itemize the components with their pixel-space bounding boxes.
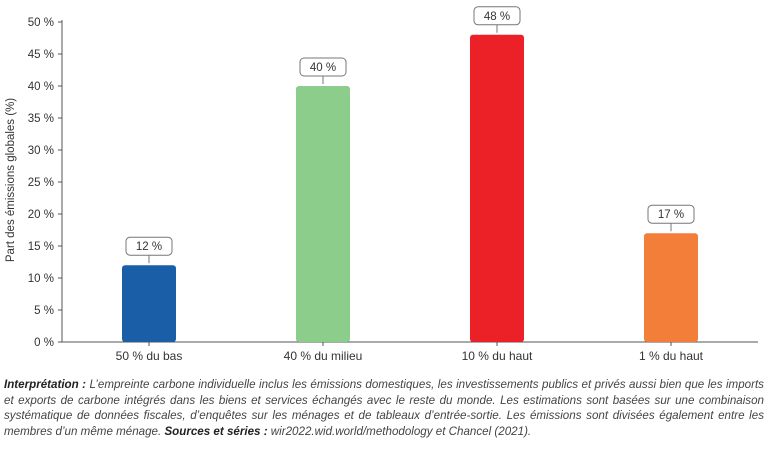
interpretation-label: Interprétation : [4, 378, 87, 391]
y-tick-label: 10 % [28, 273, 54, 285]
y-tick-label: 5 % [34, 305, 54, 317]
data-label: 40 % [310, 62, 336, 74]
y-tick-label: 45 % [28, 49, 54, 61]
y-tick-label: 0 % [34, 337, 54, 349]
x-tick-label: 1 % du haut [639, 349, 704, 363]
x-tick-label: 10 % du haut [462, 349, 533, 363]
caption: Interprétation : L’empreinte carbone ind… [4, 377, 764, 439]
bar [470, 34, 524, 343]
bars: 50 % du bas 12 % 40 % du milieu 40 % 10 % du… [116, 6, 704, 363]
bar [296, 86, 350, 342]
y-tick-label: 35 % [28, 113, 54, 125]
sources-text: wir2022.wid.world/methodology et Chancel… [267, 424, 532, 438]
y-tick-label: 30 % [28, 145, 54, 157]
data-label: 17 % [658, 209, 684, 221]
y-tick-label: 50 % [28, 17, 54, 29]
y-tick-label: 20 % [28, 209, 54, 221]
axes: 0 % 5 % 10 % 15 % 20 % 25 % 30 % 35 % 40 % 45 % 50… [28, 17, 758, 349]
bar [644, 233, 698, 342]
y-tick-label: 40 % [28, 81, 54, 93]
data-label: 48 % [484, 11, 510, 23]
x-tick-label: 40 % du milieu [284, 349, 363, 363]
data-label: 12 % [136, 241, 162, 253]
y-tick-label: 25 % [28, 177, 54, 189]
bar [122, 265, 176, 342]
interpretation-text: L’empreinte carbone individuelle inclus … [4, 378, 764, 438]
sources-label: Sources et séries : [164, 424, 268, 438]
x-tick-label: 50 % du bas [116, 349, 183, 363]
y-axis-label: Part des émissions globales (%) [5, 98, 17, 262]
bar-chart: 0 % 5 % 10 % 15 % 20 % 25 % 30 % 35 % 40 % 45 % 50… [5, 6, 758, 363]
y-tick-label: 15 % [28, 241, 54, 253]
